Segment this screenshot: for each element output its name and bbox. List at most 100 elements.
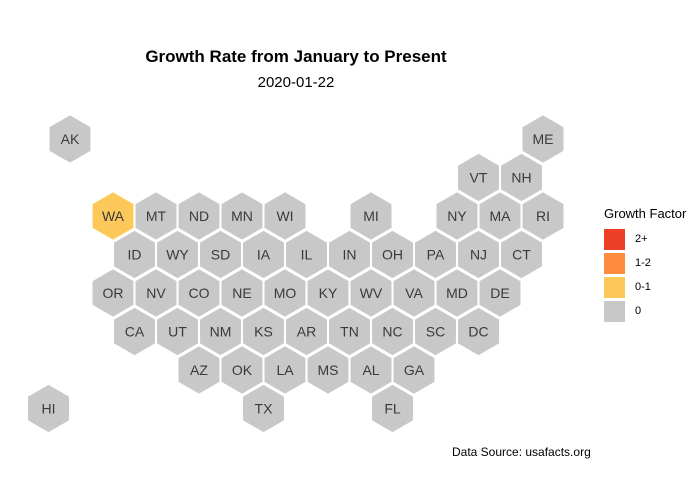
state-label: LA bbox=[276, 362, 294, 378]
state-hex-ok: OK bbox=[220, 344, 264, 396]
state-label: TX bbox=[255, 401, 274, 417]
state-hex-shape bbox=[26, 383, 71, 434]
state-label: CA bbox=[125, 324, 145, 340]
state-hex-wv: WV bbox=[349, 267, 393, 319]
state-hex-az: AZ bbox=[177, 344, 221, 396]
state-hex-me: ME bbox=[521, 113, 565, 165]
state-hex-shape bbox=[478, 267, 522, 319]
state-label: WA bbox=[102, 208, 125, 224]
state-hex-ri: RI bbox=[521, 190, 565, 242]
state-hex-wy: WY bbox=[155, 229, 200, 280]
state-hex-va: VA bbox=[392, 267, 436, 319]
state-label: MD bbox=[446, 285, 468, 301]
state-hex-shape bbox=[349, 190, 393, 242]
legend-swatch-0 bbox=[604, 300, 625, 322]
state-label: FL bbox=[384, 401, 401, 417]
legend-item-1-2: 1-2 bbox=[604, 251, 686, 275]
state-label: UT bbox=[168, 324, 187, 340]
legend-title: Growth Factor bbox=[604, 206, 687, 221]
state-hex-oh: OH bbox=[370, 229, 415, 280]
state-hex-mo: MO bbox=[263, 267, 307, 319]
state-hex-hi: HI bbox=[26, 383, 71, 434]
state-label: ND bbox=[189, 208, 209, 224]
state-label: RI bbox=[536, 208, 550, 224]
state-label: ID bbox=[128, 247, 142, 263]
legend-label-2plus: 2+ bbox=[635, 233, 648, 245]
state-hex-nm: NM bbox=[198, 306, 243, 357]
state-label: DE bbox=[490, 285, 509, 301]
state-hex-nj: NJ bbox=[456, 229, 501, 280]
state-label: SD bbox=[211, 247, 230, 263]
state-hex-nc: NC bbox=[370, 306, 415, 357]
chart-title: Growth Rate from January to Present bbox=[145, 47, 447, 66]
state-label: MT bbox=[146, 208, 167, 224]
state-label: TN bbox=[340, 324, 359, 340]
state-hex-shape bbox=[370, 383, 415, 434]
state-hex-shape bbox=[499, 152, 544, 203]
chart-subtitle: 2020-01-22 bbox=[257, 74, 335, 91]
state-hex-shape bbox=[456, 306, 501, 357]
state-label: IN bbox=[343, 247, 357, 263]
state-label: ME bbox=[533, 131, 554, 147]
state-label: IL bbox=[301, 247, 313, 263]
legend-swatch-0-1 bbox=[604, 276, 625, 298]
state-label: MS bbox=[318, 362, 339, 378]
state-label: AK bbox=[61, 131, 80, 147]
legend-label-1-2: 1-2 bbox=[635, 257, 651, 269]
state-label: WY bbox=[166, 247, 189, 263]
state-hex-shape bbox=[521, 113, 565, 165]
state-label: VA bbox=[405, 285, 423, 301]
legend-item-2plus: 2+ bbox=[604, 227, 686, 251]
legend: Growth Factor 2+ 1-2 0-1 0 bbox=[604, 206, 686, 323]
state-label: PA bbox=[427, 247, 445, 263]
state-hex-tx: TX bbox=[241, 383, 286, 434]
state-hex-mt: MT bbox=[134, 190, 178, 242]
state-hex-ak: AK bbox=[48, 113, 92, 165]
state-label: OH bbox=[382, 247, 403, 263]
state-label: NH bbox=[511, 170, 531, 186]
state-hex-shape bbox=[48, 113, 92, 165]
state-label: MA bbox=[490, 208, 512, 224]
state-label: NE bbox=[232, 285, 251, 301]
state-label: HI bbox=[42, 401, 56, 417]
state-label: CO bbox=[189, 285, 210, 301]
legend-swatch-2plus bbox=[604, 228, 625, 250]
state-label: DC bbox=[468, 324, 488, 340]
state-hex-sc: SC bbox=[413, 306, 458, 357]
state-label: AR bbox=[297, 324, 316, 340]
state-label: NV bbox=[146, 285, 166, 301]
state-hex-dc: DC bbox=[456, 306, 501, 357]
state-hex-wa: WA bbox=[91, 190, 135, 242]
state-label: KY bbox=[319, 285, 338, 301]
data-source: Data Source: usafacts.org bbox=[452, 445, 591, 459]
state-label: MI bbox=[363, 208, 379, 224]
state-hex-shape bbox=[392, 344, 436, 396]
state-label: NY bbox=[447, 208, 467, 224]
state-hex-nd: ND bbox=[177, 190, 221, 242]
state-label: CT bbox=[512, 247, 531, 263]
state-label: SC bbox=[426, 324, 445, 340]
state-hex-shape bbox=[499, 229, 544, 280]
state-hex-vt: VT bbox=[456, 152, 501, 203]
state-hex-wi: WI bbox=[263, 190, 307, 242]
state-hex-ga: GA bbox=[392, 344, 436, 396]
state-label: WV bbox=[360, 285, 383, 301]
legend-item-0: 0 bbox=[604, 299, 686, 323]
state-label: OR bbox=[103, 285, 124, 301]
state-hex-al: AL bbox=[349, 344, 393, 396]
legend-label-0: 0 bbox=[635, 305, 642, 317]
state-label: NJ bbox=[470, 247, 487, 263]
state-hex-mi: MI bbox=[349, 190, 393, 242]
state-label: NM bbox=[210, 324, 232, 340]
legend-item-0-1: 0-1 bbox=[604, 275, 686, 299]
state-hex-fl: FL bbox=[370, 383, 415, 434]
state-hex-pa: PA bbox=[413, 229, 458, 280]
state-label: MN bbox=[231, 208, 253, 224]
state-label: MO bbox=[274, 285, 297, 301]
state-label: AZ bbox=[190, 362, 208, 378]
state-label: AL bbox=[362, 362, 379, 378]
state-hex-ky: KY bbox=[306, 267, 350, 319]
state-label: VT bbox=[470, 170, 488, 186]
state-hex-shape bbox=[521, 190, 565, 242]
